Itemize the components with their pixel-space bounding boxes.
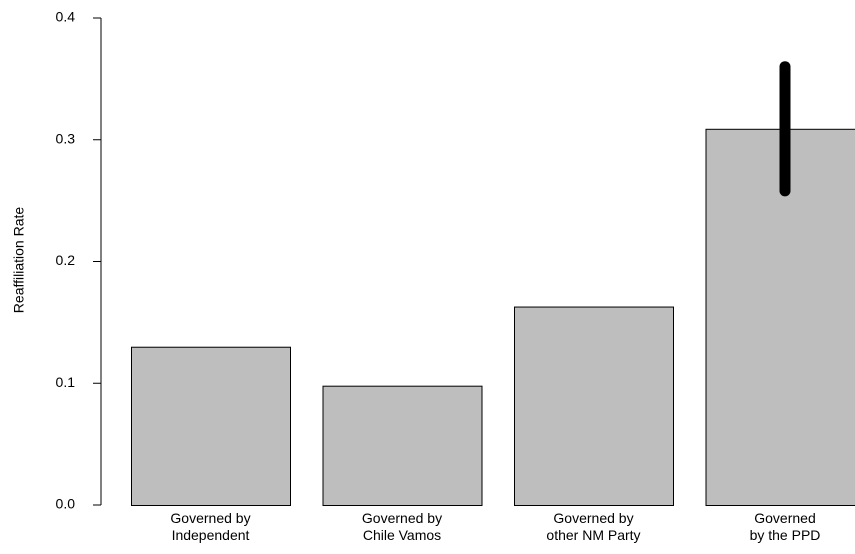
bar: [514, 306, 674, 506]
y-tick-label: 0.2: [56, 252, 76, 268]
y-tick-label: 0.3: [56, 130, 76, 146]
y-axis-label: Reaffiliation Rate: [11, 207, 27, 314]
x-tick-label: Governed by Independent: [170, 510, 251, 543]
x-tick-label: Governed by other NM Party: [546, 510, 641, 543]
x-tick-label: Governed by Chile Vamos: [361, 510, 443, 543]
y-tick-label: 0.4: [56, 9, 76, 25]
bar: [322, 385, 483, 506]
y-tick-label: 0.0: [56, 496, 76, 512]
y-tick-label: 0.1: [56, 374, 76, 390]
bar: [131, 346, 291, 506]
x-tick-label: Governed by the PPD: [749, 510, 821, 543]
